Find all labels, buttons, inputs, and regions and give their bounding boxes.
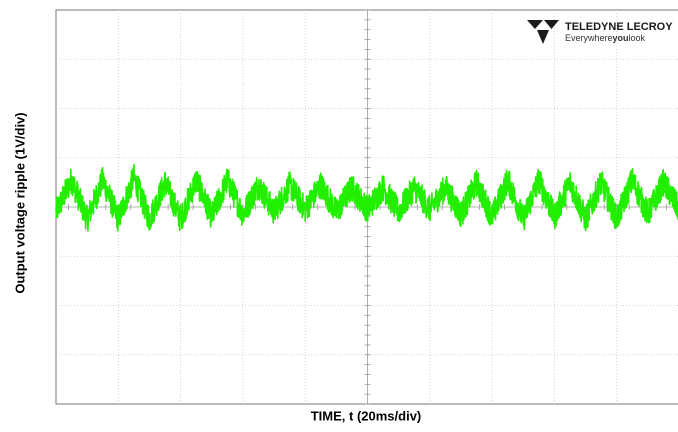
ripple-trace	[55, 163, 678, 232]
teledyne-logo-icon	[527, 20, 559, 44]
x-axis-label: TIME, t (20ms/div)	[310, 408, 422, 424]
brand-name: TELEDYNE LECROY	[565, 21, 673, 33]
y-axis-label: Output voltage ripple (1V/div)	[12, 112, 28, 294]
brand-tagline: Everywhereyoulook	[565, 33, 646, 43]
brand-logo: TELEDYNE LECROY Everywhereyoulook	[527, 20, 673, 44]
